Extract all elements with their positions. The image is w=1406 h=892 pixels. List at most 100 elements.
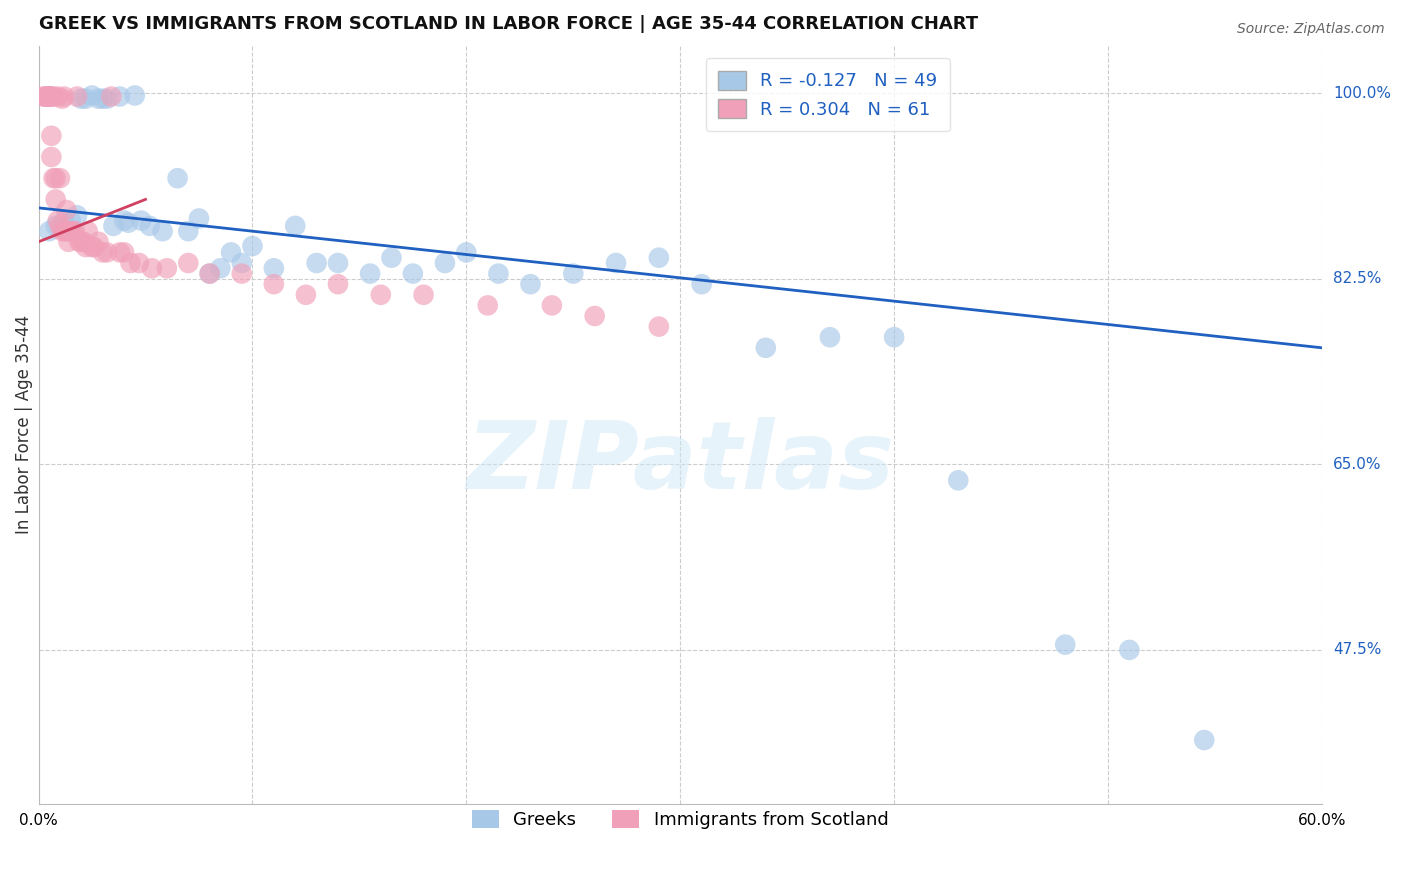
Point <box>103 219 125 233</box>
Point <box>112 213 135 227</box>
Point <box>37 89 59 103</box>
Point <box>66 208 89 222</box>
Point <box>690 277 713 292</box>
Point <box>818 330 841 344</box>
Point <box>519 277 541 292</box>
Point <box>541 298 564 312</box>
Point <box>59 224 82 238</box>
Point <box>62 224 84 238</box>
Point <box>326 277 349 292</box>
Point <box>305 256 328 270</box>
Point <box>31 89 53 103</box>
Point <box>755 341 778 355</box>
Point <box>284 219 307 233</box>
Point <box>51 224 73 238</box>
Text: 82.5%: 82.5% <box>1333 271 1381 286</box>
Y-axis label: In Labor Force | Age 35-44: In Labor Force | Age 35-44 <box>15 315 32 534</box>
Text: ZIPatlas: ZIPatlas <box>467 417 894 508</box>
Point <box>231 267 253 281</box>
Point <box>477 298 499 312</box>
Point <box>295 287 318 301</box>
Point <box>141 261 163 276</box>
Point <box>41 89 63 103</box>
Point <box>359 267 381 281</box>
Point <box>72 235 94 249</box>
Point <box>209 261 232 276</box>
Point <box>83 240 105 254</box>
Point <box>41 150 63 164</box>
Point <box>58 224 80 238</box>
Point <box>91 245 114 260</box>
Point <box>177 256 200 270</box>
Point <box>38 89 60 103</box>
Point <box>370 287 392 301</box>
Point <box>486 267 509 281</box>
Point <box>562 267 585 281</box>
Point <box>263 261 285 276</box>
Point <box>129 213 152 227</box>
Point <box>53 224 76 238</box>
Point <box>1118 643 1140 657</box>
Point <box>231 256 253 270</box>
Point <box>648 251 671 265</box>
Point <box>70 92 93 106</box>
Point <box>37 89 59 103</box>
Point <box>75 240 97 254</box>
Point <box>91 92 114 106</box>
Point <box>263 277 285 292</box>
Point <box>108 245 131 260</box>
Point <box>108 89 131 103</box>
Point <box>152 224 174 238</box>
Point <box>1194 733 1216 747</box>
Point <box>412 287 434 301</box>
Point <box>38 89 60 103</box>
Point <box>75 92 97 106</box>
Point <box>198 267 221 281</box>
Text: GREEK VS IMMIGRANTS FROM SCOTLAND IN LABOR FORCE | AGE 35-44 CORRELATION CHART: GREEK VS IMMIGRANTS FROM SCOTLAND IN LAB… <box>38 15 977 33</box>
Point <box>96 92 118 106</box>
Point <box>188 211 211 226</box>
Point <box>326 256 349 270</box>
Text: 47.5%: 47.5% <box>1333 642 1381 657</box>
Point <box>45 219 67 233</box>
Point <box>38 224 60 238</box>
Point <box>433 256 456 270</box>
Point <box>96 245 118 260</box>
Point <box>124 88 146 103</box>
Point <box>53 89 76 103</box>
Point <box>87 235 110 249</box>
Point <box>166 171 188 186</box>
Point <box>38 89 60 103</box>
Point <box>37 89 59 103</box>
Point <box>46 213 69 227</box>
Point <box>583 309 606 323</box>
Point <box>883 330 905 344</box>
Point <box>219 245 242 260</box>
Point <box>55 202 77 217</box>
Text: 65.0%: 65.0% <box>1333 457 1382 472</box>
Point <box>177 224 200 238</box>
Point <box>380 251 402 265</box>
Point <box>45 171 67 186</box>
Point <box>63 224 86 238</box>
Point <box>42 89 65 103</box>
Point <box>49 171 72 186</box>
Point <box>112 245 135 260</box>
Point <box>198 267 221 281</box>
Point <box>49 219 72 233</box>
Point <box>59 213 82 227</box>
Point <box>70 235 93 249</box>
Point <box>53 213 76 227</box>
Point <box>45 193 67 207</box>
Point <box>80 88 103 103</box>
Point <box>51 92 73 106</box>
Text: Source: ZipAtlas.com: Source: ZipAtlas.com <box>1237 22 1385 37</box>
Point <box>58 235 80 249</box>
Point <box>76 224 98 238</box>
Point <box>41 128 63 143</box>
Legend: Greeks, Immigrants from Scotland: Greeks, Immigrants from Scotland <box>464 803 896 837</box>
Point <box>648 319 671 334</box>
Point <box>139 219 162 233</box>
Point <box>605 256 627 270</box>
Point <box>67 235 90 249</box>
